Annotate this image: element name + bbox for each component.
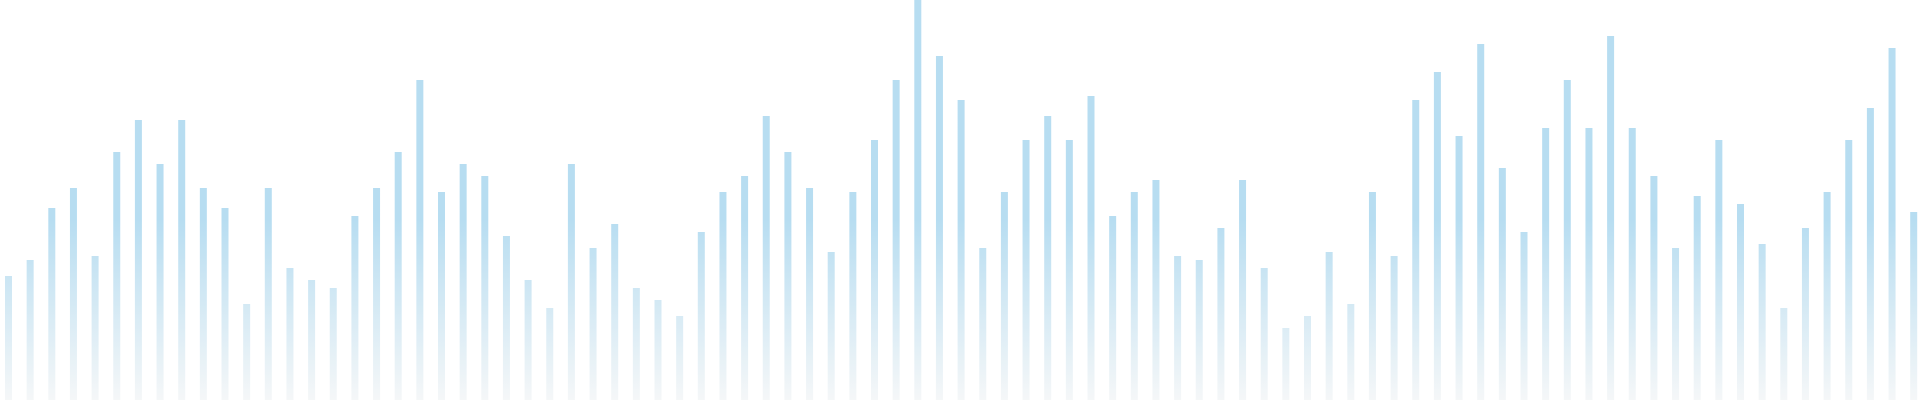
bar <box>1758 244 1766 400</box>
bar <box>1607 36 1615 400</box>
bar <box>1520 232 1528 400</box>
bar <box>1542 128 1550 400</box>
bar <box>1304 316 1311 400</box>
bar <box>1000 192 1008 400</box>
bar <box>1044 116 1052 400</box>
bar <box>871 140 878 400</box>
bar <box>1195 260 1203 400</box>
bar <box>1737 204 1744 400</box>
bar <box>1390 256 1398 400</box>
bar <box>935 56 943 400</box>
bar <box>416 80 424 400</box>
bar <box>286 268 294 400</box>
bar <box>1130 192 1138 400</box>
bar <box>1888 48 1896 400</box>
bar <box>567 164 575 400</box>
bar <box>243 304 251 400</box>
bar <box>676 316 684 400</box>
bar <box>329 288 337 400</box>
bar <box>264 188 272 400</box>
bar <box>741 176 749 400</box>
bar <box>134 120 142 400</box>
bar <box>979 248 987 400</box>
bar <box>156 164 164 400</box>
bar <box>1065 140 1073 400</box>
bar <box>1282 328 1290 400</box>
bar <box>1477 44 1485 400</box>
bar <box>589 248 597 400</box>
bar <box>1672 248 1680 400</box>
bar <box>849 192 857 400</box>
bar <box>719 192 727 400</box>
bar <box>438 192 445 400</box>
bar <box>524 280 532 400</box>
bar <box>806 188 814 400</box>
bar <box>1433 72 1441 400</box>
bar <box>1823 192 1831 400</box>
bar <box>1693 196 1701 400</box>
bar <box>1650 176 1658 400</box>
bar <box>546 308 554 400</box>
bar <box>1087 96 1095 400</box>
bar <box>481 176 489 400</box>
bar <box>827 252 835 400</box>
bar <box>611 224 619 400</box>
bar <box>1498 168 1506 400</box>
bar <box>1801 228 1809 400</box>
bar <box>394 152 402 400</box>
bar <box>762 116 770 400</box>
bar <box>113 152 121 400</box>
bar <box>221 208 229 400</box>
bar <box>5 276 12 400</box>
bar <box>199 188 207 400</box>
bar <box>1347 304 1355 400</box>
bar <box>69 188 77 400</box>
bar <box>1368 192 1376 400</box>
bar <box>502 236 510 400</box>
bar <box>1022 140 1030 400</box>
bar <box>1152 180 1160 400</box>
bar <box>1455 136 1463 400</box>
bar <box>957 100 965 400</box>
bar <box>1217 228 1225 400</box>
bar <box>1563 80 1571 400</box>
bar <box>1628 128 1636 400</box>
bar <box>914 0 922 400</box>
bar <box>1585 128 1593 400</box>
bar <box>1109 216 1117 400</box>
bar <box>1325 252 1333 400</box>
bar <box>1715 140 1723 400</box>
bar <box>654 300 662 400</box>
bar <box>1845 140 1853 400</box>
bar <box>91 256 99 400</box>
bar <box>48 208 56 400</box>
bar <box>373 188 381 400</box>
bar <box>26 260 34 400</box>
bar <box>892 80 900 400</box>
bar <box>351 216 359 400</box>
bar <box>697 232 705 400</box>
bar <box>1866 108 1874 400</box>
bar <box>632 288 640 400</box>
bar <box>1239 180 1247 400</box>
bar <box>1910 212 1918 400</box>
bar <box>1780 308 1788 400</box>
bar <box>1174 256 1182 400</box>
bar <box>178 120 186 400</box>
bar <box>308 280 316 400</box>
bar <box>1412 100 1420 400</box>
bar <box>784 152 792 400</box>
bars-group <box>5 0 1918 400</box>
bar <box>459 164 467 400</box>
bar <box>1260 268 1268 400</box>
